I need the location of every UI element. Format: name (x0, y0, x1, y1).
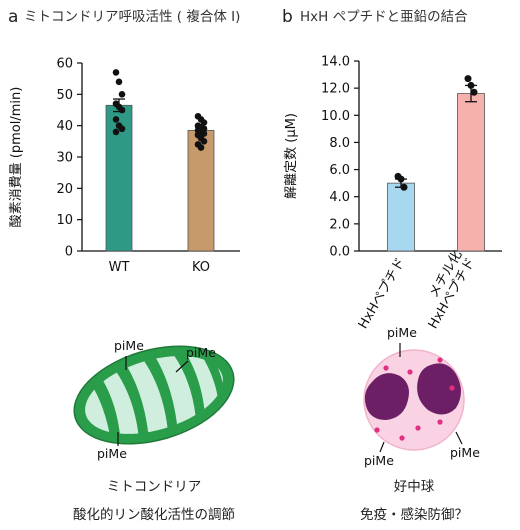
chart-a-data-point (112, 69, 120, 76)
caption-b-line2: 免疫・感染防御？ (360, 506, 468, 523)
chart-a-ytick-label: 20 (56, 182, 73, 197)
panel-b-title: HxH ペプチドと亜鉛の結合 (300, 9, 468, 25)
chart-a-ytick-label: 60 (56, 57, 73, 72)
chart-a-ytick-label: 10 (56, 213, 73, 228)
chart-b-ytick-label: 14.0 (321, 55, 350, 70)
pime-label-mito-top: piMe (114, 338, 144, 353)
pime-label-neutro-top: piMe (387, 325, 417, 340)
chart-a-ytick-label: 0 (65, 245, 73, 260)
pime-label-neutro-right: piMe (450, 445, 480, 460)
neutrophil-illustration: piMe piMe piMe (363, 325, 480, 468)
chart-a-data-point (112, 116, 120, 123)
chart-a-data-point (118, 91, 126, 98)
chart-b-dissociation: 0.0 2.0 4.0 6.0 8.0 10.0 12.0 14.0 解離定数 (μM) HxHペ… (284, 55, 502, 332)
mitochondrion-illustration: piMe piMe piMe (73, 338, 235, 461)
chart-b-ytick-label: 4.0 (329, 190, 350, 205)
panel-a-letter: a (8, 7, 18, 27)
chart-b-ytick-label: 0.0 (329, 245, 350, 260)
chart-b-ytick-label: 10.0 (321, 109, 350, 124)
chart-a-data-point (115, 78, 123, 86)
chart-b-ytick-label: 2.0 (329, 217, 350, 232)
chart-b-bar (387, 182, 415, 252)
chart-b-data-point (467, 81, 475, 89)
chart-b-ytick-label: 12.0 (321, 82, 350, 97)
caption-a-line1: ミトコンドリア (107, 479, 202, 495)
chart-b-data-point (470, 88, 478, 96)
panel-b-letter: b (282, 7, 293, 27)
chart-a-ytick-label: 30 (56, 151, 73, 166)
chart-b-category-label-line: HxHペプチド (356, 256, 409, 332)
chart-a-category-label: KO (192, 260, 210, 275)
chart-a-ytick-label: 50 (56, 88, 73, 103)
chart-a-data-point (197, 144, 205, 151)
panel-a-title: ミトコンドリア呼吸活性 ( 複合体 I) (24, 8, 240, 25)
chart-b-ytick-label: 6.0 (329, 163, 350, 178)
chart-b-category-label: HxHペプチド (356, 256, 409, 332)
chart-a-respiration: 0 10 20 30 40 50 60 酸素消費量 (pmol/min) WT KO (9, 57, 240, 275)
chart-a-category-label: WT (109, 260, 130, 275)
caption-a-line2: 酸化的リン酸化活性の調節 (73, 507, 235, 523)
chart-a-data-point (200, 119, 208, 126)
pime-label-neutro-left: piMe (364, 453, 394, 468)
pime-label-mito-bottom: piMe (97, 446, 127, 461)
chart-a-ytick-label: 40 (56, 119, 73, 134)
chart-a-data-point (118, 125, 126, 133)
chart-b-y-axis-label: 解離定数 (μM) (284, 113, 299, 199)
chart-b-bar (457, 93, 485, 252)
caption-b-line1: 好中球 (394, 479, 435, 495)
chart-b-category-label: メチル化HxHペプチド (413, 248, 479, 332)
chart-b-data-point (397, 175, 405, 183)
chart-b-data-point (464, 75, 472, 83)
chart-b-data-point (400, 183, 408, 191)
chart-b-ytick-label: 8.0 (329, 136, 350, 151)
chart-a-data-point (112, 128, 120, 136)
chart-a-data-point (200, 130, 208, 137)
chart-a-y-axis-label: 酸素消費量 (pmol/min) (9, 87, 24, 228)
pime-label-mito-right: piMe (186, 345, 216, 360)
chart-a-data-point (200, 138, 208, 145)
chart-a-data-point (118, 106, 126, 114)
